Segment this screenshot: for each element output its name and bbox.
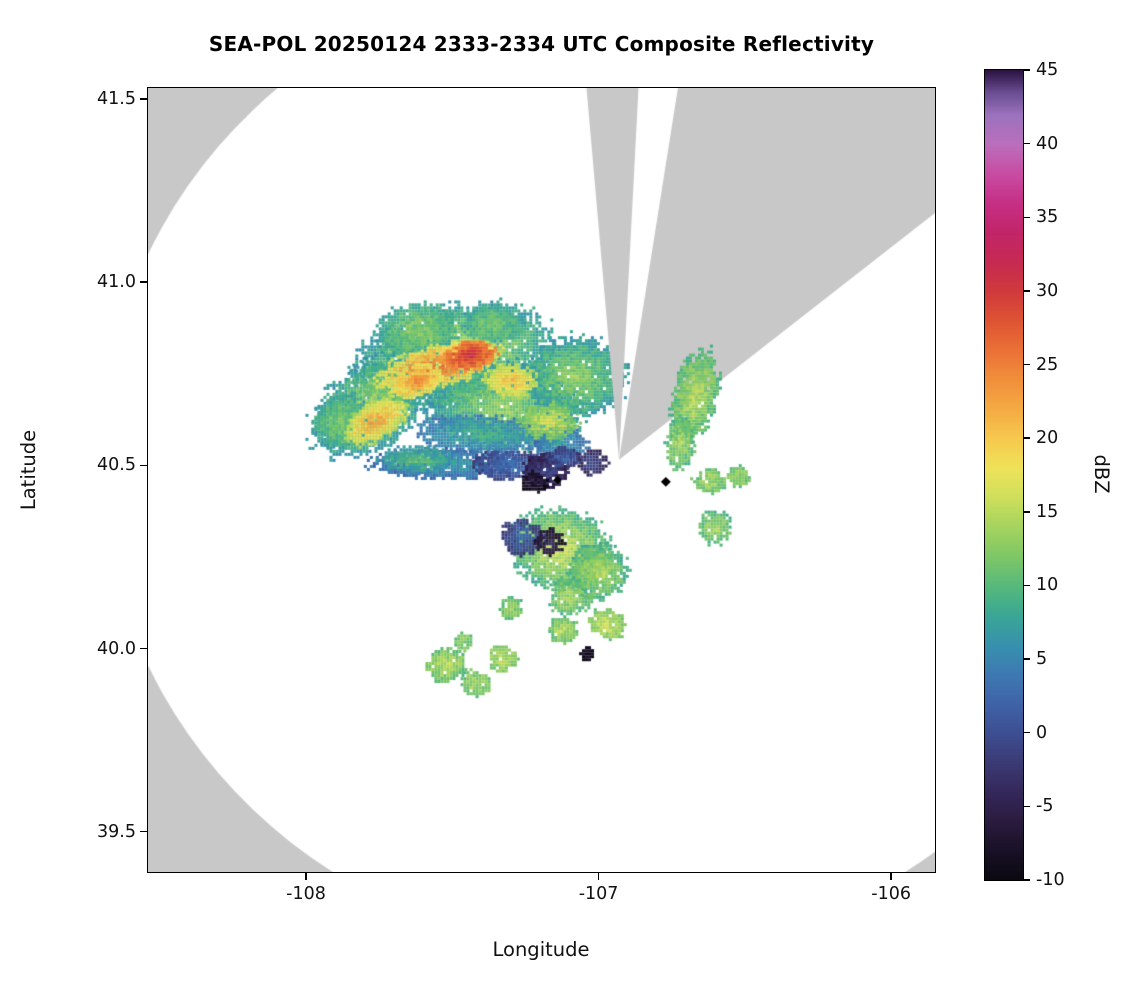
chart-title: SEA-POL 20250124 2333-2334 UTC Composite… [208, 32, 875, 56]
y-tick-label: 41.5 [97, 88, 136, 109]
colorbar-tick-label: -10 [1036, 870, 1065, 890]
colorbar-tick-label: 30 [1036, 280, 1059, 301]
colorbar-tick-mark [1024, 290, 1030, 292]
colorbar-tick-mark [1024, 805, 1030, 808]
colorbar-label: dBZ [1090, 454, 1113, 494]
colorbar-tick-label: 20 [1036, 428, 1059, 449]
x-tick-label: -107 [578, 884, 619, 904]
colorbar-tick-label: 5 [1036, 649, 1048, 670]
x-axis-label: Longitude [492, 938, 590, 961]
x-tick-mark [305, 873, 307, 880]
colorbar-tick-mark [1024, 879, 1030, 881]
colorbar-tick-label: 15 [1036, 501, 1059, 522]
colorbar-tick-label: 25 [1036, 354, 1059, 375]
colorbar-tick-mark [1024, 142, 1030, 145]
y-tick-label: 40.0 [97, 638, 136, 659]
colorbar-gradient-canvas [985, 70, 1023, 880]
colorbar [984, 69, 1024, 881]
colorbar-tick-label: 35 [1036, 207, 1059, 228]
y-tick-mark [140, 98, 147, 100]
colorbar-tick-mark [1024, 511, 1030, 513]
colorbar-tick-mark [1024, 731, 1030, 734]
colorbar-tick-label: 45 [1036, 60, 1059, 80]
colorbar-tick-label: 40 [1036, 133, 1059, 154]
colorbar-tick-mark [1024, 437, 1030, 439]
colorbar-tick-label: 0 [1036, 722, 1048, 743]
y-tick-mark [140, 647, 147, 650]
colorbar-tick-label: 10 [1036, 575, 1059, 596]
y-tick-label: 41.0 [97, 272, 136, 293]
y-tick-label: 39.5 [97, 821, 136, 842]
x-tick-mark [890, 873, 892, 880]
radar-reflectivity-canvas [148, 88, 935, 872]
colorbar-tick-mark [1024, 658, 1030, 660]
colorbar-tick-mark [1024, 69, 1030, 71]
plot-area [147, 87, 936, 873]
colorbar-tick-mark [1024, 216, 1030, 219]
y-axis-label: Latitude [17, 429, 40, 511]
x-tick-mark [597, 873, 600, 880]
x-tick-label: -108 [286, 884, 326, 904]
colorbar-tick-mark [1024, 584, 1030, 587]
y-tick-mark [140, 464, 147, 467]
colorbar-tick-mark [1024, 363, 1030, 366]
x-tick-label: -106 [871, 884, 911, 904]
y-tick-mark [140, 830, 147, 833]
colorbar-tick-label: -5 [1036, 796, 1054, 817]
y-tick-mark [140, 281, 147, 283]
y-tick-label: 40.5 [97, 455, 136, 476]
